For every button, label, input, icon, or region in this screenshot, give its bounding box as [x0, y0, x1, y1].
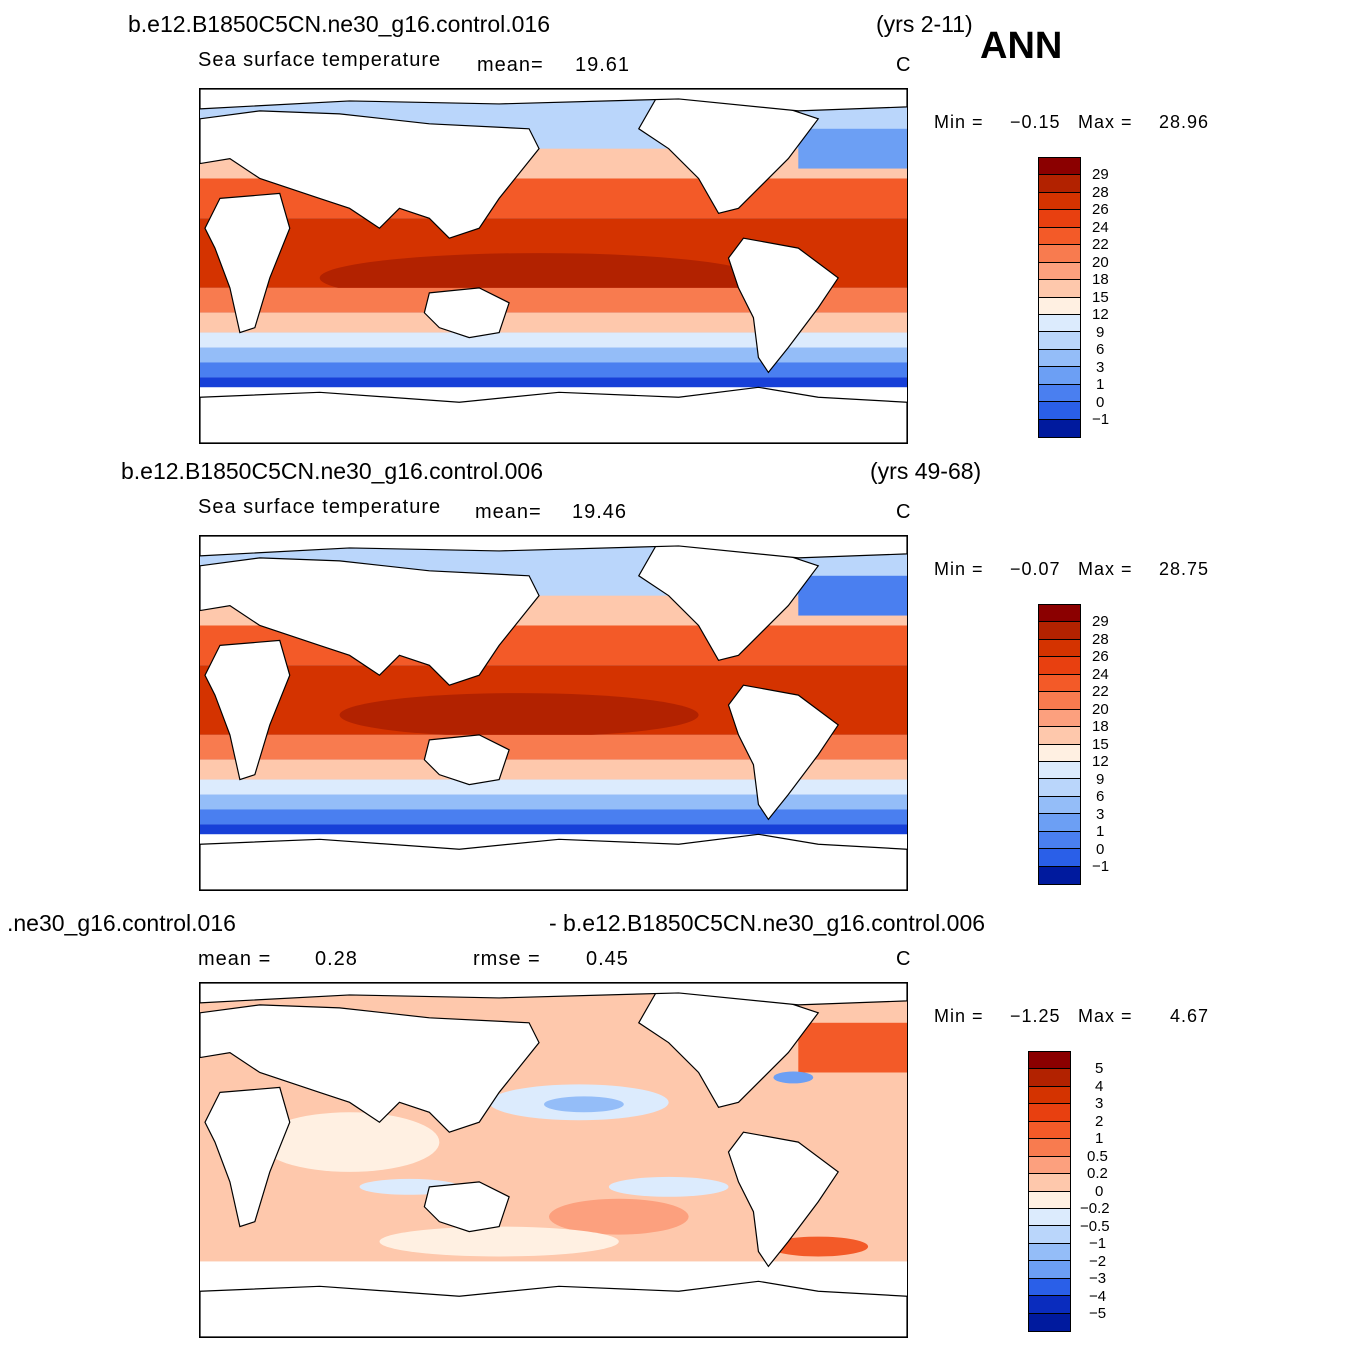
- cbar3-level: −5: [1089, 1305, 1107, 1322]
- min-label-3: Min =: [934, 1006, 984, 1026]
- cbar2-level: 24: [1092, 666, 1109, 683]
- variable-label-2: Sea surface temperature: [198, 496, 442, 518]
- max-label-2: Max =: [1078, 559, 1133, 579]
- continents: [200, 536, 907, 890]
- continents: [200, 89, 907, 443]
- variable-label-1: Sea surface temperature: [198, 49, 442, 71]
- rmse-label-3: rmse =: [473, 948, 541, 970]
- case-title-2: b.e12.B1850C5CN.ne30_g16.control.006: [121, 458, 543, 484]
- cbar3-level: 5: [1095, 1060, 1104, 1077]
- cbar1-level: 6: [1096, 341, 1105, 358]
- units-label-2: C: [896, 501, 912, 523]
- cbar2-level: 29: [1092, 613, 1109, 630]
- min-value-3: −1.25: [1010, 1006, 1061, 1026]
- cbar2-level: 28: [1092, 631, 1109, 648]
- cbar3-level: −4: [1089, 1288, 1107, 1305]
- cbar1-level: 15: [1092, 289, 1109, 306]
- cbar3-level: −3: [1089, 1270, 1107, 1287]
- cbar3-level: 0.2: [1087, 1165, 1108, 1182]
- cbar2-level: 3: [1096, 806, 1105, 823]
- max-label-1: Max =: [1078, 112, 1133, 132]
- cbar1-level: 18: [1092, 271, 1109, 288]
- max-label-3: Max =: [1078, 1006, 1133, 1026]
- max-value-3: 4.67: [1170, 1006, 1210, 1026]
- cbar2-level: 22: [1092, 683, 1109, 700]
- cbar2-level: 9: [1096, 771, 1105, 788]
- cbar1-level: 20: [1092, 254, 1109, 271]
- mean-label-3: mean =: [198, 948, 272, 970]
- mean-value-2: 19.46: [572, 501, 628, 523]
- cbar2-level: 18: [1092, 718, 1109, 735]
- min-label-1: Min =: [934, 112, 984, 132]
- cbar3-level: 2: [1095, 1113, 1104, 1130]
- sst-map-1: [199, 88, 908, 444]
- units-label-3: C: [896, 948, 912, 970]
- cbar3-level: 4: [1095, 1078, 1104, 1095]
- cbar3-level: 0: [1095, 1183, 1104, 1200]
- sst-map-2: [199, 535, 908, 891]
- min-label-2: Min =: [934, 559, 984, 579]
- cbar1-level: 9: [1096, 324, 1105, 341]
- max-value-1: 28.96: [1159, 112, 1210, 132]
- max-value-2: 28.75: [1159, 559, 1210, 579]
- mean-label-2: mean=: [475, 501, 542, 523]
- cbar3-level: 0.5: [1087, 1148, 1108, 1165]
- cbar2-level: 20: [1092, 701, 1109, 718]
- cbar1-level: −1: [1092, 411, 1110, 428]
- years-label-1: (yrs 2-11): [876, 11, 973, 37]
- cbar3-level: −0.2: [1080, 1200, 1110, 1217]
- mean-value-1: 19.61: [575, 54, 631, 76]
- case-title-3-left: .ne30_g16.control.016: [7, 910, 236, 936]
- cbar2-level: 26: [1092, 648, 1109, 665]
- sst-diff-map: [199, 982, 908, 1338]
- cbar2-level: 12: [1092, 753, 1109, 770]
- cbar1-level: 3: [1096, 359, 1105, 376]
- cbar3-level: −0.5: [1080, 1218, 1110, 1235]
- season-label: ANN: [980, 25, 1063, 67]
- mean-label-1: mean=: [477, 54, 544, 76]
- cbar1-level: 24: [1092, 219, 1109, 236]
- mean-value-3: 0.28: [315, 948, 358, 970]
- cbar1-level: 26: [1092, 201, 1109, 218]
- cbar2-level: −1: [1092, 858, 1110, 875]
- colorbar-2: [1038, 604, 1081, 885]
- min-value-1: −0.15: [1010, 112, 1061, 132]
- case-title-1: b.e12.B1850C5CN.ne30_g16.control.016: [128, 11, 550, 37]
- cbar3-level: 3: [1095, 1095, 1104, 1112]
- cbar1-level: 22: [1092, 236, 1109, 253]
- cbar1-level: 29: [1092, 166, 1109, 183]
- min-value-2: −0.07: [1010, 559, 1061, 579]
- cbar2-level: 15: [1092, 736, 1109, 753]
- years-label-2: (yrs 49-68): [870, 458, 982, 484]
- cbar2-level: 1: [1096, 823, 1105, 840]
- continents: [200, 983, 907, 1337]
- cbar2-level: 6: [1096, 788, 1105, 805]
- cbar2-level: 0: [1096, 841, 1105, 858]
- cbar1-level: 28: [1092, 184, 1109, 201]
- cbar1-level: 12: [1092, 306, 1109, 323]
- colorbar-1: [1038, 157, 1081, 438]
- rmse-value-3: 0.45: [586, 948, 629, 970]
- cbar1-level: 1: [1096, 376, 1105, 393]
- cbar3-level: −2: [1089, 1253, 1107, 1270]
- colorbar-3: [1028, 1051, 1071, 1332]
- units-label-1: C: [896, 54, 912, 76]
- cbar3-level: 1: [1095, 1130, 1104, 1147]
- cbar1-level: 0: [1096, 394, 1105, 411]
- cbar3-level: −1: [1089, 1235, 1107, 1252]
- case-title-3-right: - b.e12.B1850C5CN.ne30_g16.control.006: [549, 910, 986, 936]
